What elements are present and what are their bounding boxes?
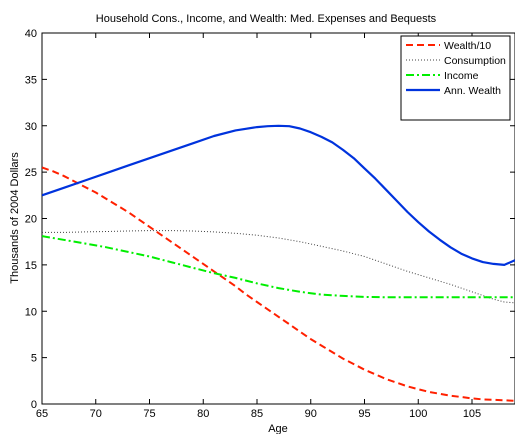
legend-label: Income	[444, 70, 479, 82]
x-tick-label: 80	[197, 408, 209, 420]
x-axis-ticks: 65 70 75 80 85 90 95 100 105	[36, 33, 481, 420]
series-line-income	[42, 235, 515, 299]
x-axis-label: Age	[268, 423, 288, 434]
y-tick-label: 40	[25, 28, 37, 40]
legend: Wealth/10 Consumption Income Ann. Wealth	[400, 35, 511, 121]
y-tick-label: 35	[25, 74, 37, 86]
series-layer	[42, 124, 515, 402]
y-tick-label: 10	[25, 306, 37, 318]
x-tick-label: 70	[90, 408, 102, 420]
series-line-wealth-10	[42, 166, 515, 402]
x-tick-label: 95	[358, 408, 370, 420]
legend-label: Wealth/10	[444, 40, 491, 52]
y-tick-label: 20	[25, 214, 37, 226]
x-tick-label: 105	[463, 408, 481, 420]
y-tick-label: 0	[31, 399, 37, 411]
x-tick-label: 100	[409, 408, 427, 420]
x-tick-label: 85	[251, 408, 263, 420]
y-tick-label: 15	[25, 260, 37, 272]
legend-box	[400, 35, 511, 121]
x-tick-label: 65	[36, 408, 48, 420]
legend-label: Consumption	[444, 55, 506, 67]
series-line-ann-wealth	[42, 124, 515, 266]
y-axis-ticks: 0 5 10 15 20 25 30 35 40	[25, 28, 515, 411]
y-tick-label: 5	[31, 353, 37, 365]
legend-label: Ann. Wealth	[444, 85, 501, 97]
x-tick-label: 75	[143, 408, 155, 420]
x-tick-label: 90	[305, 408, 317, 420]
chart-title: Household Cons., Income, and Wealth: Med…	[96, 13, 437, 25]
y-tick-label: 25	[25, 167, 37, 179]
series-line-consumption	[42, 230, 515, 304]
y-axis-label: Thousands of 2004 Dollars	[9, 152, 21, 284]
y-tick-label: 30	[25, 121, 37, 133]
legend-items: Wealth/10 Consumption Income Ann. Wealth	[406, 40, 506, 97]
